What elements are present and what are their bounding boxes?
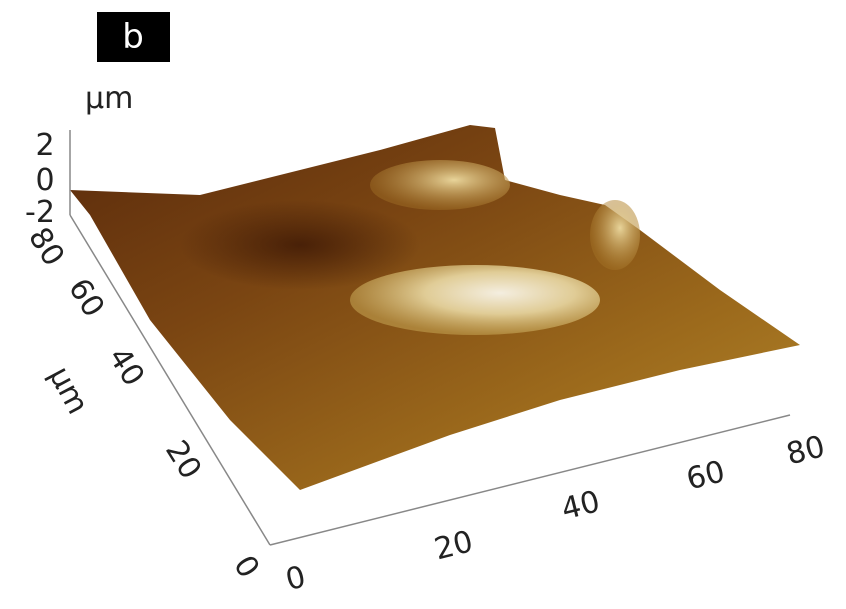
y-tick-label: 0 — [226, 550, 266, 585]
x-tick-label: 60 — [683, 454, 729, 497]
z-tick-label: 0 — [35, 163, 54, 198]
y-tick-label: 60 — [61, 272, 111, 323]
z-tick-label: 2 — [35, 128, 54, 163]
x-tick-label: 80 — [783, 429, 829, 472]
y-axis-label: µm — [42, 361, 96, 420]
panel-label: b — [122, 17, 144, 57]
x-tick-label: 0 — [282, 559, 309, 598]
afm-image: b µm 2 0 -2 µm 0 20 40 60 80 0 20 40 60 … — [0, 0, 846, 605]
surface — [70, 125, 800, 490]
z-axis-label: µm — [85, 81, 133, 116]
x-tick-label: 40 — [558, 484, 604, 527]
x-tick-label: 20 — [431, 524, 477, 567]
y-tick-label: 20 — [158, 434, 208, 485]
y-tick-label: 40 — [101, 341, 151, 392]
